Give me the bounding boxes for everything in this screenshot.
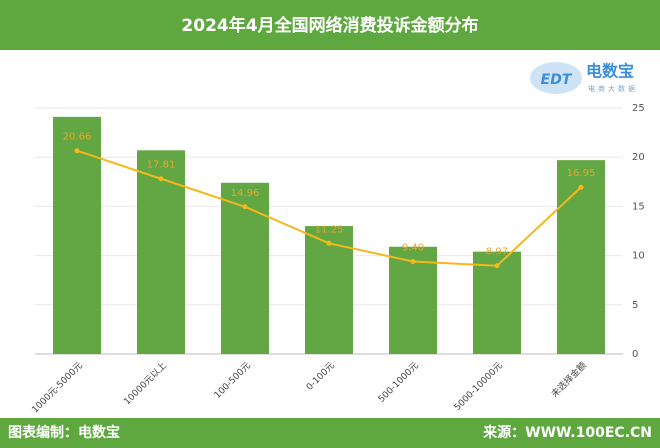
bar bbox=[389, 246, 437, 354]
y-tick-label: 20 bbox=[632, 152, 645, 163]
line-point bbox=[326, 240, 332, 246]
y-tick-label: 0 bbox=[632, 349, 638, 360]
footer-left: 图表编制：电数宝 bbox=[8, 424, 120, 441]
logo-sub: 电商大数据 bbox=[588, 84, 638, 93]
data-label: 8.97 bbox=[486, 247, 508, 258]
logo-text: 电数宝 bbox=[586, 62, 634, 81]
line-point bbox=[242, 204, 248, 210]
data-label: 20.66 bbox=[63, 132, 92, 143]
logo-cloud bbox=[530, 62, 582, 94]
header-band bbox=[0, 0, 660, 50]
y-tick-label: 25 bbox=[632, 103, 645, 114]
data-label: 9.40 bbox=[402, 243, 424, 254]
data-label: 17.81 bbox=[147, 160, 176, 171]
bar bbox=[221, 182, 269, 354]
logo-mark: EDT bbox=[541, 72, 573, 88]
footer-right: 来源：WWW.100EC.CN bbox=[482, 424, 652, 441]
line-point bbox=[158, 176, 164, 182]
line-point bbox=[410, 259, 416, 265]
line-point bbox=[494, 263, 500, 269]
bar bbox=[557, 160, 605, 354]
data-label: 11.25 bbox=[315, 224, 344, 235]
bar bbox=[473, 251, 521, 354]
data-label: 16.95 bbox=[567, 168, 596, 179]
footer-band bbox=[0, 418, 660, 448]
data-label: 14.96 bbox=[231, 188, 260, 199]
line-point bbox=[578, 184, 584, 190]
y-tick-label: 10 bbox=[632, 251, 645, 262]
y-tick-label: 5 bbox=[632, 300, 638, 311]
line-point bbox=[74, 148, 80, 154]
y-tick-label: 15 bbox=[632, 201, 645, 212]
title: 2024年4月全国网络消费投诉金额分布 bbox=[181, 15, 478, 36]
